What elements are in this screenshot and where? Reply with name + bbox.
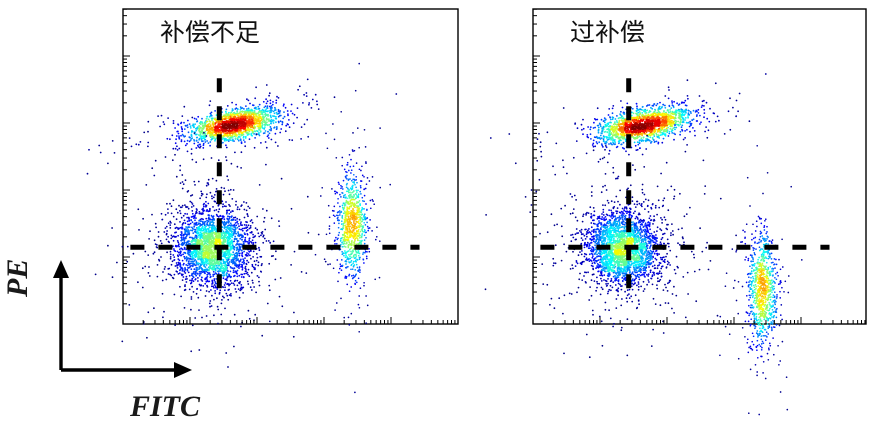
svg-text:FITC: FITC: [129, 390, 201, 423]
svg-text:过补偿: 过补偿: [570, 13, 645, 49]
svg-text:PE: PE: [1, 259, 34, 298]
svg-text:补偿不足: 补偿不足: [160, 13, 260, 49]
